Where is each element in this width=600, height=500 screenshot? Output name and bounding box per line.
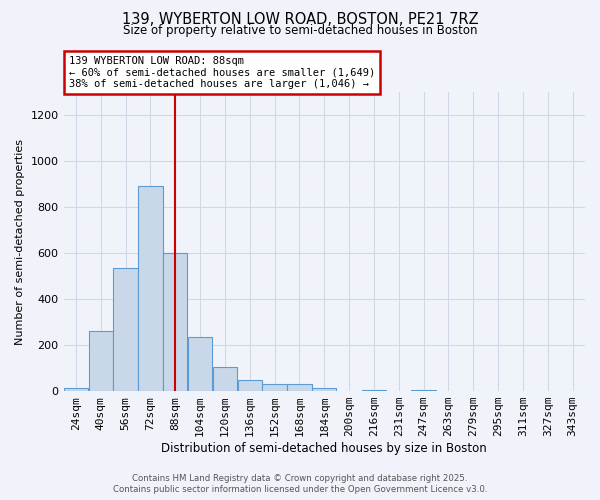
Bar	[312, 388, 337, 391]
Text: Contains HM Land Registry data © Crown copyright and database right 2025.
Contai: Contains HM Land Registry data © Crown c…	[113, 474, 487, 494]
Bar	[113, 268, 138, 391]
Bar	[188, 337, 212, 391]
Bar	[412, 390, 436, 391]
Y-axis label: Number of semi-detached properties: Number of semi-detached properties	[15, 138, 25, 344]
Bar	[89, 332, 113, 391]
Bar	[238, 380, 262, 391]
X-axis label: Distribution of semi-detached houses by size in Boston: Distribution of semi-detached houses by …	[161, 442, 487, 455]
Bar	[362, 390, 386, 391]
Text: 139, WYBERTON LOW ROAD, BOSTON, PE21 7RZ: 139, WYBERTON LOW ROAD, BOSTON, PE21 7RZ	[122, 12, 478, 28]
Bar	[138, 186, 163, 391]
Bar	[287, 384, 311, 391]
Text: 139 WYBERTON LOW ROAD: 88sqm
← 60% of semi-detached houses are smaller (1,649)
3: 139 WYBERTON LOW ROAD: 88sqm ← 60% of se…	[69, 56, 375, 89]
Bar	[262, 384, 287, 391]
Bar	[213, 367, 237, 391]
Bar	[163, 253, 187, 391]
Bar	[64, 388, 88, 391]
Text: Size of property relative to semi-detached houses in Boston: Size of property relative to semi-detach…	[123, 24, 477, 37]
